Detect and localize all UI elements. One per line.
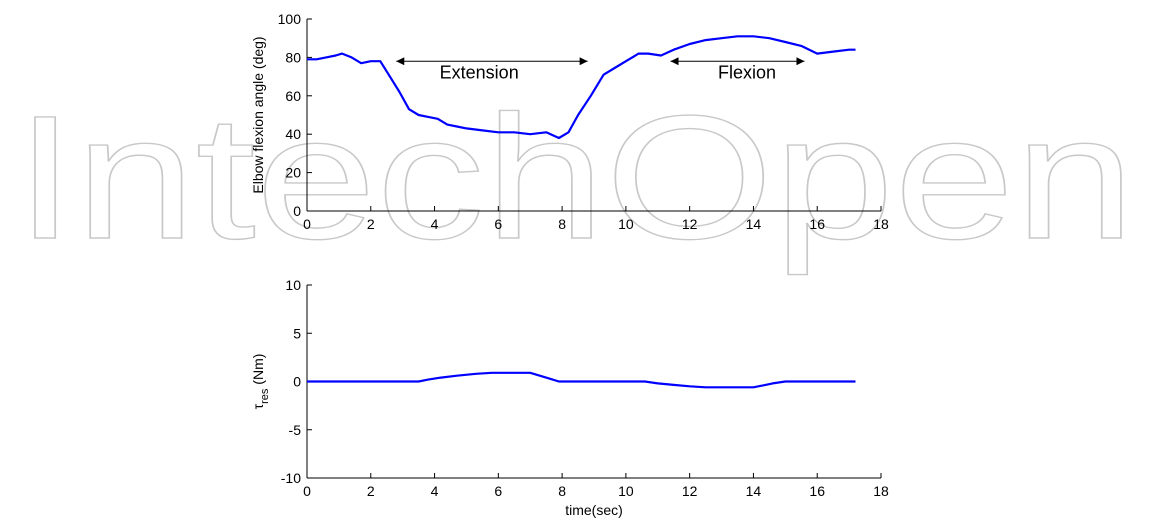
- x-tick-label: 10: [618, 483, 634, 499]
- x-tick-label: 0: [303, 483, 311, 499]
- y-axis-label: τres (Nm): [250, 354, 271, 410]
- x-tick-label: 2: [367, 483, 375, 499]
- series-line-1: [307, 371, 856, 389]
- y-tick-label: 40: [285, 126, 301, 142]
- y-tick-label: 100: [278, 11, 302, 27]
- y-tick-label: 80: [285, 49, 301, 65]
- y-tick-label: -5: [289, 422, 302, 438]
- y-tick-label: 20: [285, 165, 301, 181]
- x-tick-label: 16: [809, 216, 825, 232]
- y-tick-label: 10: [285, 277, 301, 293]
- y-tick-label: 5: [293, 325, 301, 341]
- x-tick-label: 14: [746, 216, 762, 232]
- x-tick-label: 0: [303, 216, 311, 232]
- x-axis-label: time(sec): [565, 502, 623, 518]
- annotation-label: Extension: [440, 63, 519, 83]
- watermark-text: IntechOpen: [15, 80, 1135, 276]
- y-axis-label: Elbow flexion angle (deg): [250, 36, 266, 193]
- chart-1: 0 2 4 6 8 10 12 14 16 18 0 20 40 60 80 100 Elbow flexion…: [250, 11, 889, 232]
- x-tick-label: 6: [494, 216, 502, 232]
- y-axis-label-subscript: res: [259, 388, 271, 404]
- y-tick-label: 60: [285, 88, 301, 104]
- x-tick-label: 16: [809, 483, 825, 499]
- x-tick-label: 18: [873, 216, 889, 232]
- x-tick-label: 2: [367, 216, 375, 232]
- x-tick-label: 8: [558, 216, 566, 232]
- chart-2: 0 2 4 6 8 10 12 14 16 18 -10 -5 0 5 10 τres (Nm) time(se…: [250, 277, 889, 518]
- y-tick-label: 0: [293, 203, 301, 219]
- x-tick-label: 12: [682, 483, 698, 499]
- y-axis-label-symbol: τ: [250, 403, 266, 409]
- series-line-1: [307, 35, 856, 140]
- x-tick-label: 10: [618, 216, 634, 232]
- x-tick-label: 12: [682, 216, 698, 232]
- annotation-label: Flexion: [718, 63, 776, 83]
- y-tick-label: 0: [293, 374, 301, 390]
- y-axis-label-unit: (Nm): [250, 354, 266, 389]
- x-tick-label: 4: [431, 483, 439, 499]
- x-tick-label: 14: [746, 483, 762, 499]
- x-tick-label: 6: [494, 483, 502, 499]
- y-tick-label: -10: [281, 470, 301, 486]
- x-tick-label: 18: [873, 483, 889, 499]
- x-tick-label: 8: [558, 483, 566, 499]
- x-tick-label: 4: [431, 216, 439, 232]
